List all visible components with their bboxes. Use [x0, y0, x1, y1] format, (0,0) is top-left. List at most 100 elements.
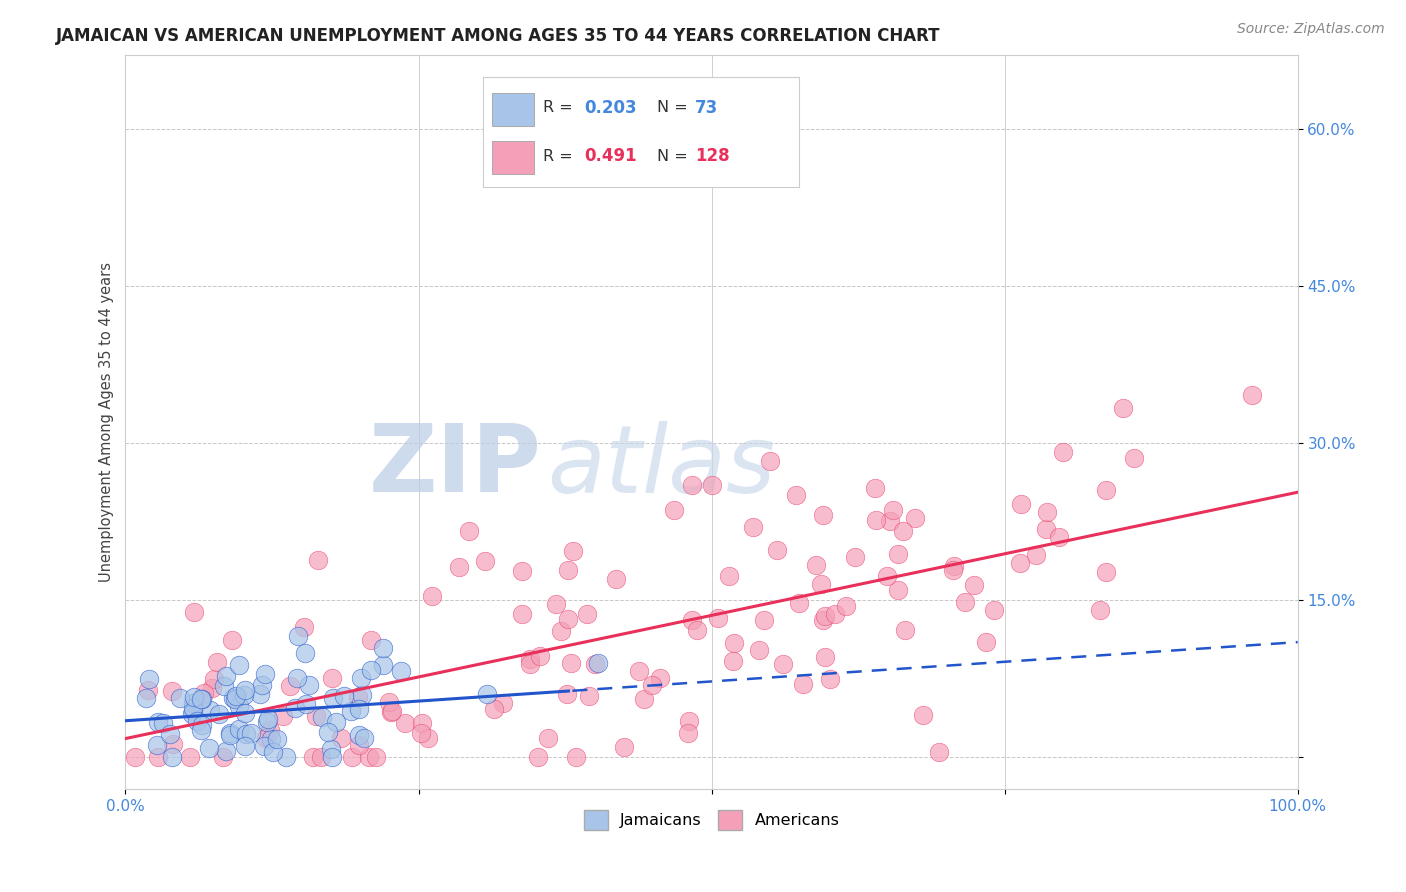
Point	[605, 572, 627, 586]
Point	[678, 725, 700, 739]
Point	[583, 657, 606, 672]
Point	[162, 684, 184, 698]
Point	[193, 686, 215, 700]
Point	[887, 547, 910, 561]
Point	[457, 524, 479, 538]
Point	[963, 578, 986, 592]
Point	[274, 750, 297, 764]
Point	[1112, 401, 1135, 415]
Point	[876, 569, 898, 583]
Point	[146, 738, 169, 752]
Point	[138, 672, 160, 686]
Point	[294, 646, 316, 660]
Point	[1095, 483, 1118, 497]
Point	[648, 671, 671, 685]
Text: Source: ZipAtlas.com: Source: ZipAtlas.com	[1237, 22, 1385, 37]
Point	[482, 702, 505, 716]
Point	[224, 692, 246, 706]
Point	[1123, 450, 1146, 465]
Point	[235, 726, 257, 740]
Point	[183, 705, 205, 719]
Point	[1047, 530, 1070, 544]
Point	[169, 690, 191, 705]
Point	[550, 624, 572, 639]
Point	[215, 669, 238, 683]
Point	[253, 667, 276, 681]
Point	[772, 657, 794, 671]
Point	[560, 656, 582, 670]
Point	[222, 690, 245, 705]
Point	[198, 741, 221, 756]
Point	[447, 560, 470, 574]
Point	[228, 722, 250, 736]
Point	[340, 704, 363, 718]
Point	[562, 543, 585, 558]
Point	[1036, 505, 1059, 519]
Point	[186, 714, 208, 729]
Point	[721, 653, 744, 667]
Point	[297, 678, 319, 692]
Point	[347, 728, 370, 742]
Point	[353, 731, 375, 745]
Point	[882, 503, 904, 517]
Point	[360, 633, 382, 648]
Point	[219, 726, 242, 740]
Point	[359, 750, 381, 764]
Point	[215, 744, 238, 758]
Point	[748, 642, 770, 657]
Point	[352, 688, 374, 702]
Point	[316, 724, 339, 739]
Point	[420, 589, 443, 603]
Point	[228, 698, 250, 713]
Point	[1010, 557, 1032, 571]
Point	[146, 715, 169, 730]
Point	[863, 481, 886, 495]
Point	[381, 704, 404, 718]
Point	[259, 723, 281, 737]
Point	[190, 692, 212, 706]
Point	[212, 750, 235, 764]
Point	[792, 676, 814, 690]
Y-axis label: Unemployment Among Ages 35 to 44 years: Unemployment Among Ages 35 to 44 years	[100, 262, 114, 582]
Point	[212, 679, 235, 693]
Point	[1010, 497, 1032, 511]
Point	[785, 488, 807, 502]
Point	[943, 559, 966, 574]
Point	[824, 607, 846, 622]
Point	[389, 664, 412, 678]
Point	[233, 683, 256, 698]
Point	[681, 613, 703, 627]
Point	[685, 623, 707, 637]
Point	[295, 698, 318, 712]
Point	[301, 750, 323, 764]
Point	[254, 731, 277, 746]
Point	[578, 689, 600, 703]
Point	[257, 712, 280, 726]
Point	[191, 692, 214, 706]
Point	[292, 620, 315, 634]
Point	[347, 701, 370, 715]
Point	[160, 750, 183, 764]
Point	[201, 681, 224, 695]
Point	[221, 633, 243, 648]
Point	[759, 454, 782, 468]
Point	[287, 628, 309, 642]
Point	[519, 657, 541, 671]
Point	[557, 564, 579, 578]
Point	[181, 707, 204, 722]
Point	[360, 663, 382, 677]
Point	[256, 715, 278, 730]
Point	[136, 682, 159, 697]
Point	[233, 688, 256, 702]
Point	[266, 732, 288, 747]
Point	[202, 672, 225, 686]
Text: atlas: atlas	[547, 420, 776, 511]
Point	[811, 613, 834, 627]
Point	[865, 512, 887, 526]
Point	[576, 607, 599, 622]
Point	[305, 709, 328, 723]
Point	[271, 708, 294, 723]
Point	[717, 568, 740, 582]
Point	[284, 701, 307, 715]
Point	[240, 726, 263, 740]
